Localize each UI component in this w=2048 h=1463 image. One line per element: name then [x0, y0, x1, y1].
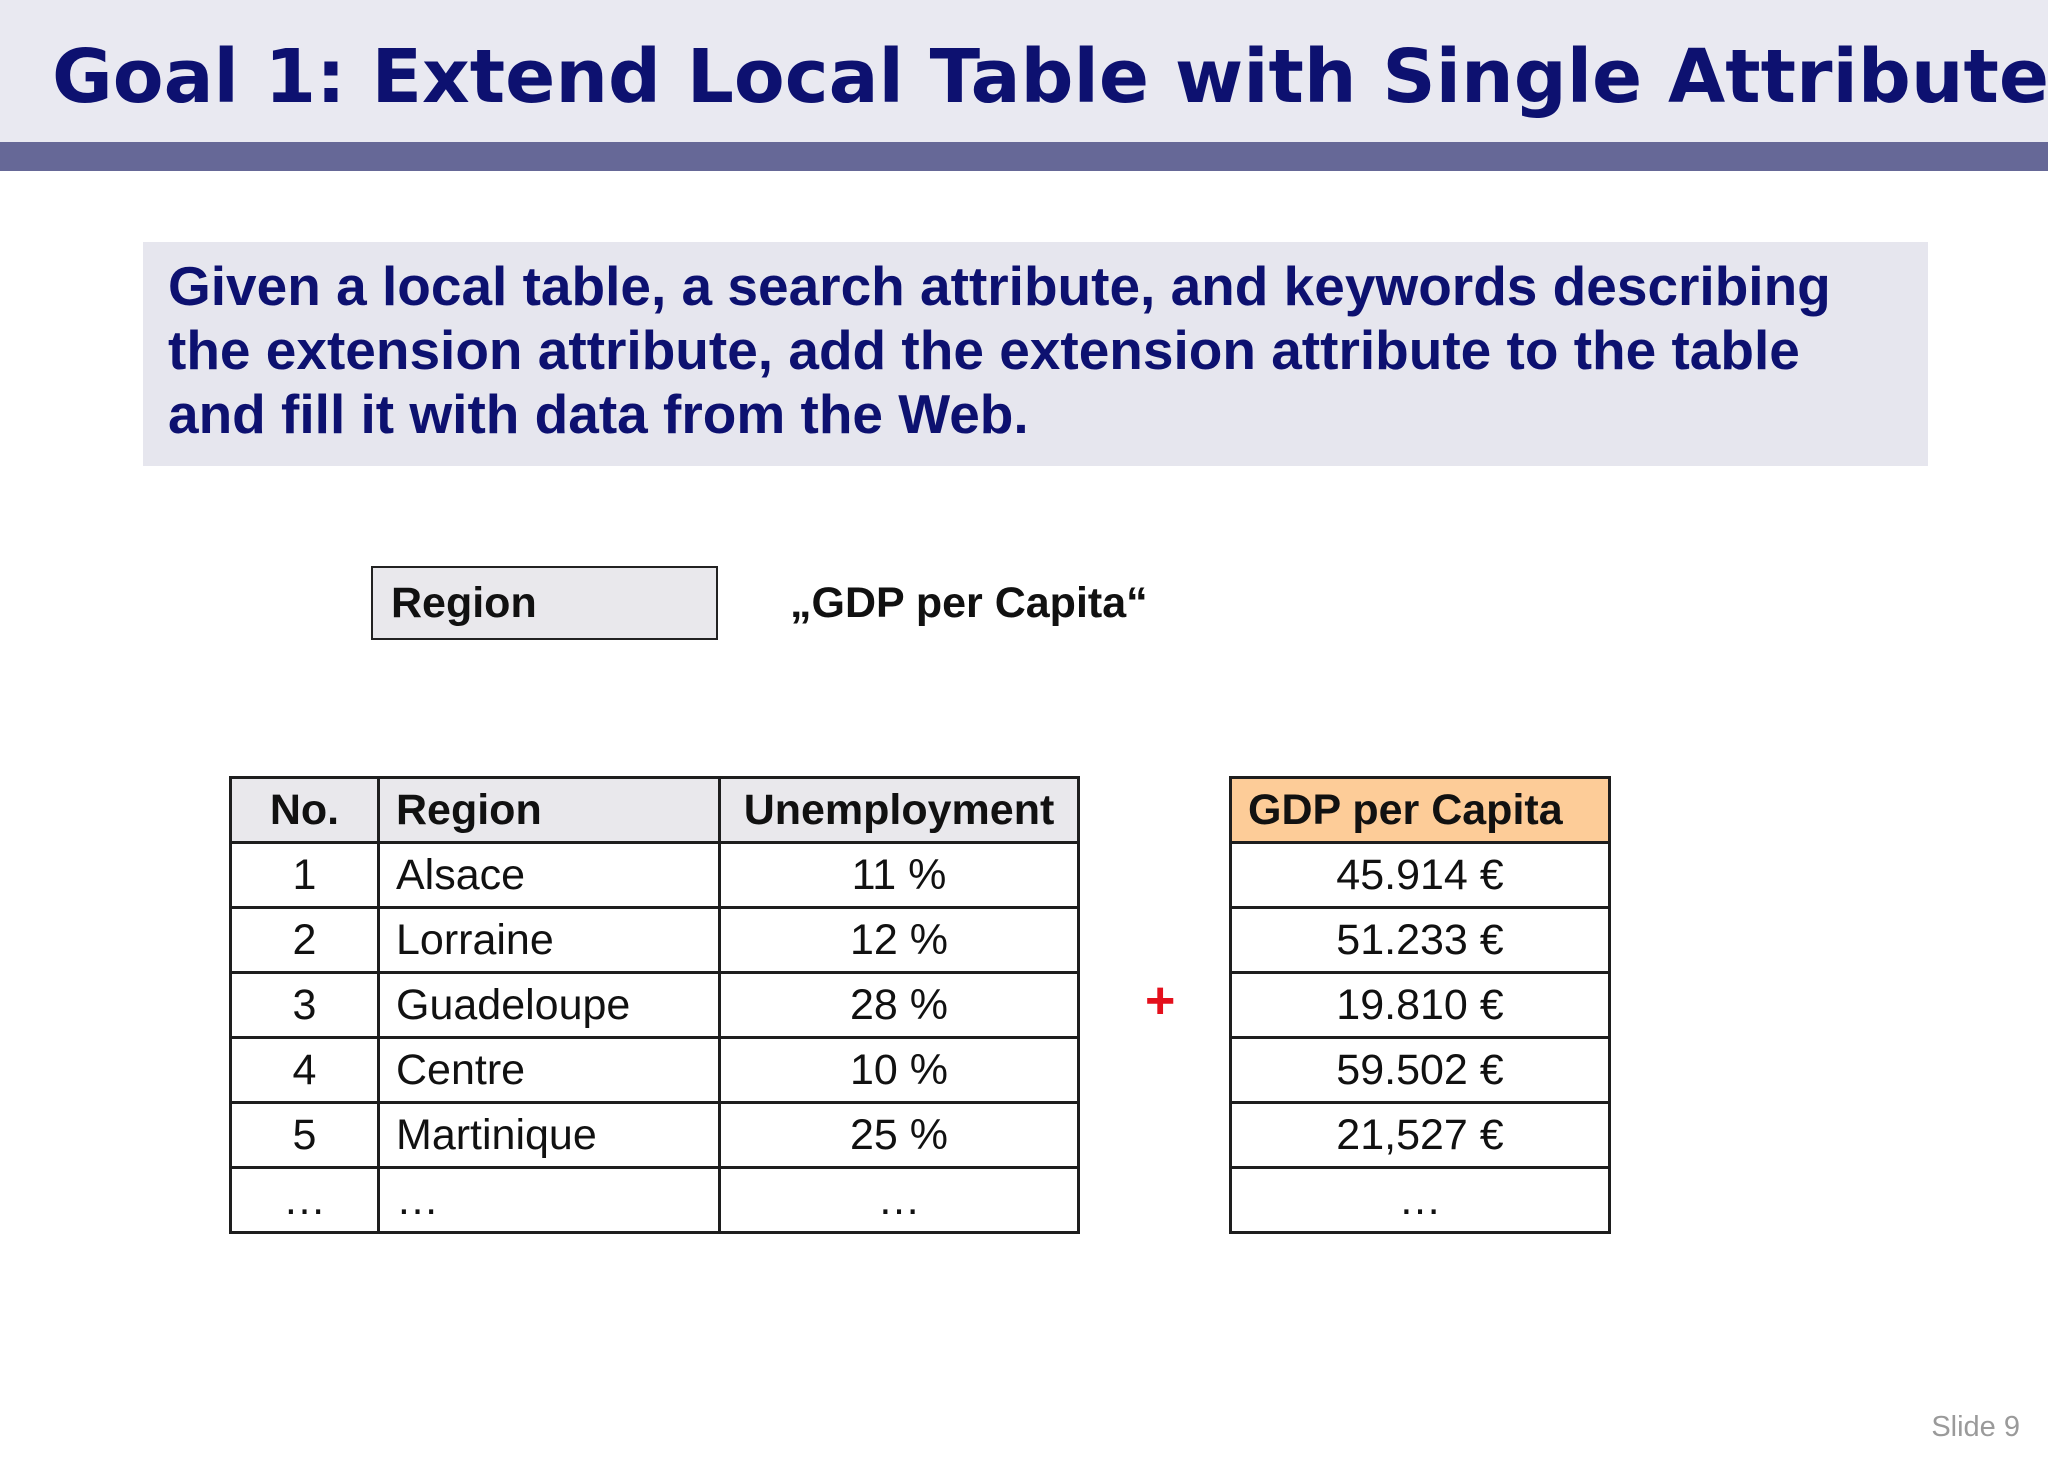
- column-header-unemployment: Unemployment: [718, 776, 1080, 844]
- column-header-gdp-per-capita: GDP per Capita: [1229, 776, 1611, 844]
- table-row: 1 Alsace 11 %: [229, 841, 1080, 909]
- cell-no: 4: [229, 1036, 380, 1104]
- table-header-row: GDP per Capita: [1229, 776, 1611, 844]
- cell-region: Alsace: [377, 841, 721, 909]
- cell-gdp: 21,527 €: [1229, 1101, 1611, 1169]
- cell-region: Lorraine: [377, 906, 721, 974]
- table-row: 59.502 €: [1229, 1036, 1611, 1104]
- cell-unemployment: 11 %: [718, 841, 1080, 909]
- cell-gdp: 45.914 €: [1229, 841, 1611, 909]
- cell-no: 3: [229, 971, 380, 1039]
- cell-no: 1: [229, 841, 380, 909]
- title-divider: [0, 142, 2048, 171]
- cell-gdp: …: [1229, 1166, 1611, 1234]
- table-row: 51.233 €: [1229, 906, 1611, 974]
- cell-unemployment: …: [718, 1166, 1080, 1234]
- table-row: 45.914 €: [1229, 841, 1611, 909]
- cell-no: …: [229, 1166, 380, 1234]
- cell-no: 5: [229, 1101, 380, 1169]
- column-header-region: Region: [377, 776, 721, 844]
- cell-gdp: 59.502 €: [1229, 1036, 1611, 1104]
- slide-title: Goal 1: Extend Local Table with Single A…: [52, 34, 2048, 120]
- cell-unemployment: 28 %: [718, 971, 1080, 1039]
- keywords-label: „GDP per Capita“: [790, 579, 1148, 627]
- cell-gdp: 19.810 €: [1229, 971, 1611, 1039]
- table-row: …: [1229, 1166, 1611, 1234]
- cell-unemployment: 12 %: [718, 906, 1080, 974]
- slide-number: Slide 9: [1931, 1411, 2020, 1443]
- cell-region: …: [377, 1166, 721, 1234]
- table-header-row: No. Region Unemployment: [229, 776, 1080, 844]
- definition-text: Given a local table, a search attribute,…: [168, 255, 1831, 445]
- table-row: … … …: [229, 1166, 1080, 1234]
- plus-icon: +: [1145, 972, 1176, 1030]
- cell-region: Martinique: [377, 1101, 721, 1169]
- table-row: 3 Guadeloupe 28 %: [229, 971, 1080, 1039]
- cell-region: Guadeloupe: [377, 971, 721, 1039]
- table-row: 5 Martinique 25 %: [229, 1101, 1080, 1169]
- local-table: No. Region Unemployment 1 Alsace 11 % 2 …: [229, 776, 1080, 1234]
- title-band: Goal 1: Extend Local Table with Single A…: [0, 0, 2048, 142]
- table-row: 19.810 €: [1229, 971, 1611, 1039]
- column-header-no: No.: [229, 776, 380, 844]
- cell-region: Centre: [377, 1036, 721, 1104]
- search-attribute-box: Region: [371, 566, 718, 640]
- cell-unemployment: 10 %: [718, 1036, 1080, 1104]
- definition-box: Given a local table, a search attribute,…: [143, 242, 1928, 466]
- cell-no: 2: [229, 906, 380, 974]
- table-row: 21,527 €: [1229, 1101, 1611, 1169]
- table-row: 2 Lorraine 12 %: [229, 906, 1080, 974]
- cell-gdp: 51.233 €: [1229, 906, 1611, 974]
- table-row: 4 Centre 10 %: [229, 1036, 1080, 1104]
- cell-unemployment: 25 %: [718, 1101, 1080, 1169]
- extension-table: GDP per Capita 45.914 € 51.233 € 19.810 …: [1229, 776, 1611, 1234]
